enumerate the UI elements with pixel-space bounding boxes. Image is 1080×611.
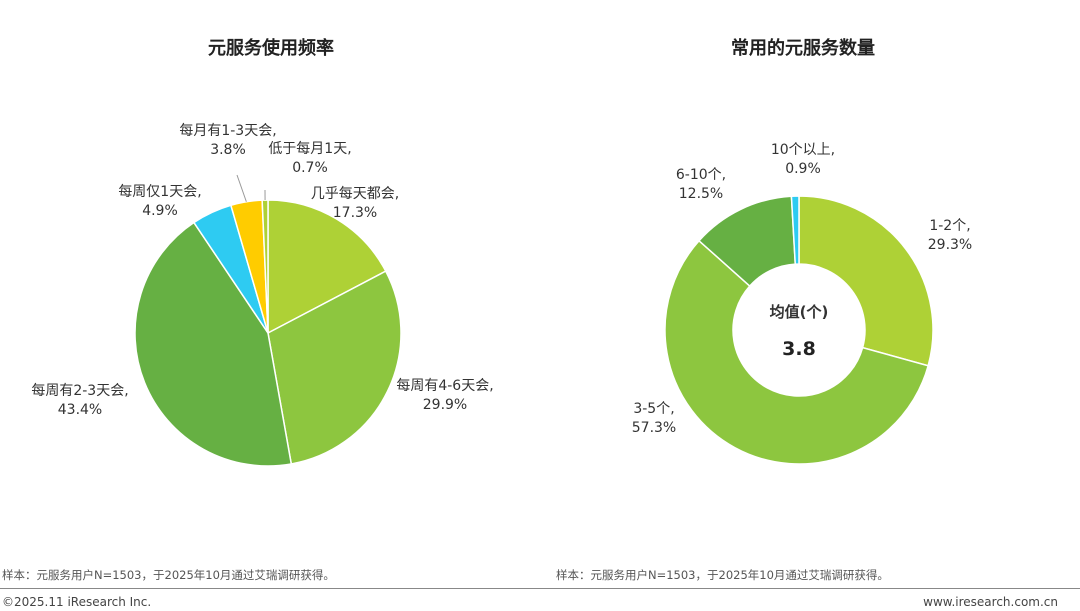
pie-slice-3 <box>134 221 293 467</box>
donut-chart-title: 常用的元服务数量 <box>731 38 875 59</box>
website-link[interactable]: www.iresearch.com.cn <box>923 595 1058 609</box>
pie-label-4: 每周仅1天会, 4.9% <box>118 184 201 219</box>
pie-label-6: 低于每月1天, 0.7% <box>268 141 351 176</box>
pie-slice-2 <box>267 270 402 465</box>
pie-slice-1 <box>267 199 387 335</box>
pie-label-3: 每周有2-3天会, 43.4% <box>31 383 128 418</box>
pie-leader-line-1 <box>236 174 247 202</box>
pie-label-2: 每周有4-6天会, 29.9% <box>396 378 493 413</box>
donut-chart-footnote: 样本：元服务用户N=1503，于2025年10月通过艾瑞调研获得。 <box>556 568 889 582</box>
pie-slice-6 <box>261 199 269 334</box>
donut-segment-1 <box>798 195 934 367</box>
donut-center-value: 3.8 <box>782 338 816 360</box>
copyright-text: ©2025.11 iResearch Inc. <box>2 595 152 609</box>
donut-segment-2 <box>664 239 930 465</box>
pie-chart-footnote: 样本：元服务用户N=1503，于2025年10月通过艾瑞调研获得。 <box>2 568 335 582</box>
donut-segment-4 <box>790 195 800 265</box>
donut-center-caption: 均值(个) <box>770 303 829 321</box>
footer-divider <box>0 588 1080 589</box>
pie-label-5: 每月有1-3天会, 3.8% <box>179 123 276 158</box>
donut-label-3: 6-10个, 12.5% <box>676 167 726 202</box>
pie-chart-title: 元服务使用频率 <box>208 38 334 59</box>
donut-label-2: 3-5个, 57.3% <box>632 401 676 436</box>
donut-label-1: 1-2个, 29.3% <box>928 218 972 253</box>
donut-label-4: 10个以上, 0.9% <box>771 142 835 177</box>
pie-label-1: 几乎每天都会, 17.3% <box>311 186 399 221</box>
